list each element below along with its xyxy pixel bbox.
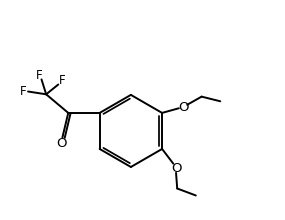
Text: O: O — [178, 101, 188, 114]
Text: O: O — [171, 162, 181, 175]
Text: F: F — [59, 74, 66, 87]
Text: O: O — [56, 137, 66, 150]
Text: F: F — [36, 69, 42, 82]
Text: F: F — [20, 86, 26, 99]
